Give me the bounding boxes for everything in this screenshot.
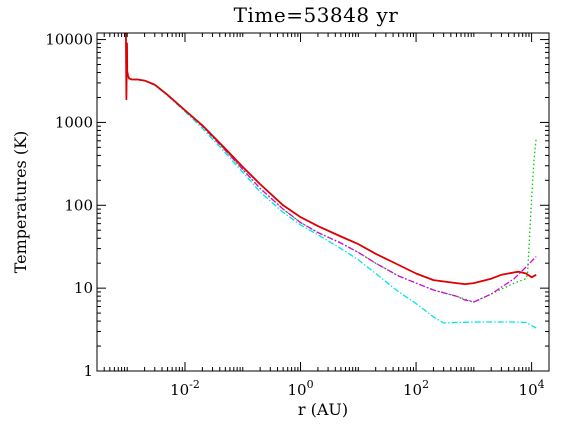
series-lines [125, 32, 537, 329]
y-tick-label: 10 [74, 279, 93, 297]
series-line-3 [125, 61, 537, 303]
axis-tick-labels: 10-2 100 102 104 1 10 100 1000 10000 [45, 31, 544, 399]
x-tick-label: 10-2 [170, 378, 200, 399]
x-axis-label: r (AU) [298, 400, 348, 419]
x-tick-label: 100 [287, 378, 313, 399]
y-tick-label: 100 [64, 196, 93, 214]
x-tick-label: 104 [519, 378, 545, 399]
series-line-2 [125, 61, 537, 303]
y-axis-label: Temperatures (K) [11, 131, 30, 274]
series-line-4 [125, 32, 537, 286]
y-tick-label: 10000 [45, 31, 93, 49]
x-tick-label: 102 [403, 378, 429, 399]
y-tick-label: 1000 [55, 113, 93, 131]
plot-frame [96, 32, 550, 372]
series-line-1 [125, 64, 537, 329]
y-tick-label: 1 [83, 362, 93, 380]
chart-title: Time=53848 yr [234, 3, 399, 27]
axis-ticks [96, 33, 550, 372]
